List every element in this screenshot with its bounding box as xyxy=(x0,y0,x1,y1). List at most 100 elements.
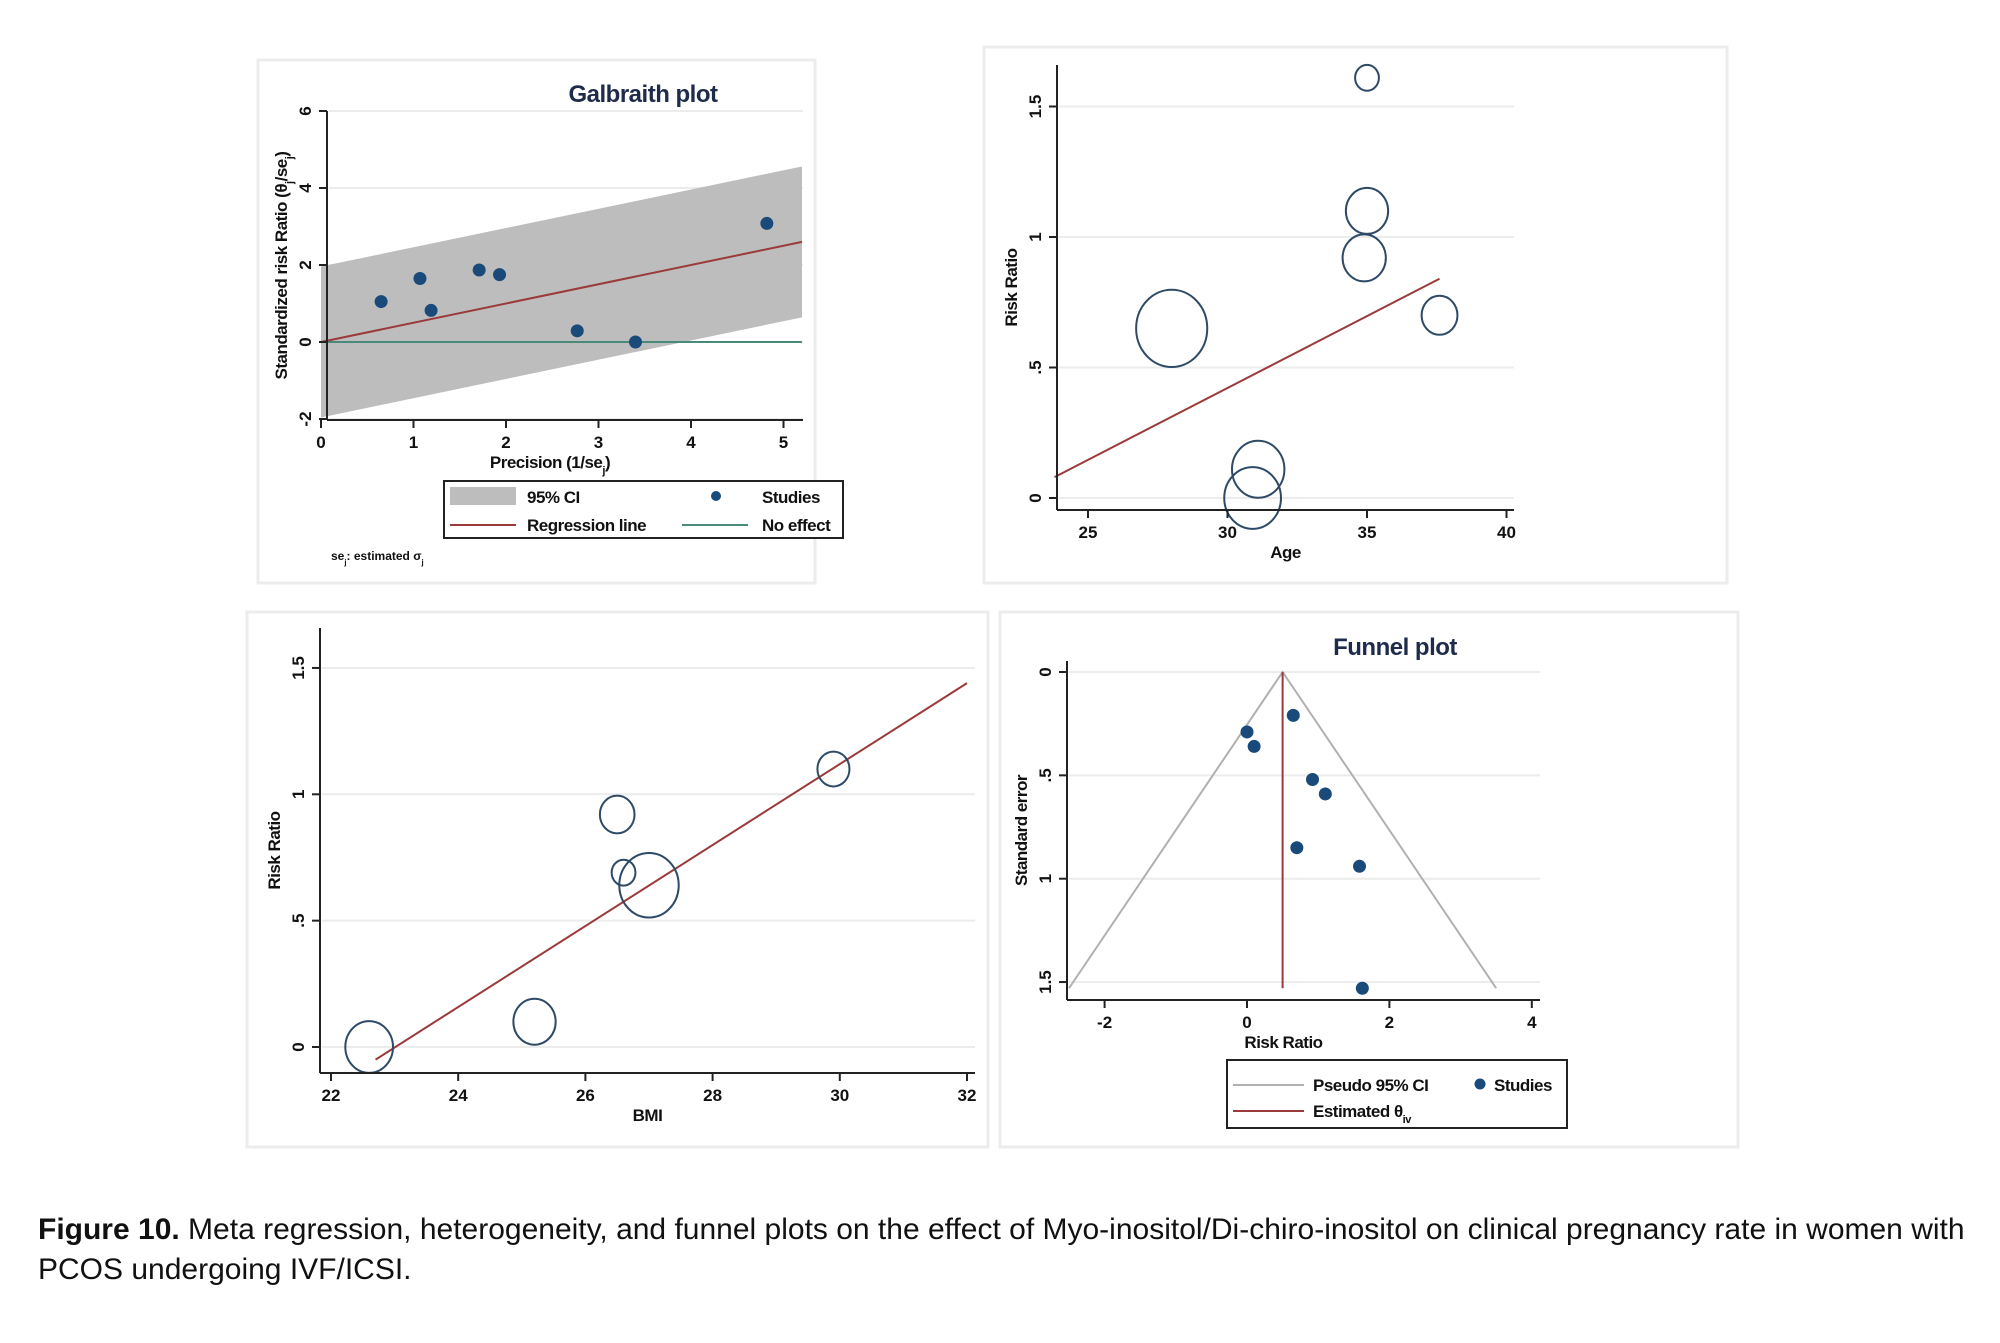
legend-studies-marker xyxy=(711,491,721,501)
legend-label: Pseudo 95% CI xyxy=(1313,1076,1428,1095)
study-bubble xyxy=(816,750,851,788)
legend-label: Studies xyxy=(762,488,820,507)
study-point xyxy=(1352,859,1366,873)
x-tick-label: -2 xyxy=(1097,1013,1112,1032)
legend-label: Studies xyxy=(1494,1076,1552,1095)
x-tick-label: 4 xyxy=(1527,1013,1537,1032)
study-point xyxy=(1306,772,1320,786)
study-point xyxy=(760,216,774,230)
study-bubble xyxy=(610,858,637,887)
x-tick-label: 0 xyxy=(316,433,325,452)
x-tick-label: 0 xyxy=(1242,1013,1251,1032)
x-tick-label: 35 xyxy=(1358,523,1377,542)
x-tick-label: 2 xyxy=(1385,1013,1394,1032)
study-point xyxy=(493,268,507,282)
study-bubble xyxy=(1230,439,1286,499)
chart-title: Funnel plot xyxy=(1333,634,1457,661)
study-point xyxy=(1355,981,1369,995)
x-tick-label: 24 xyxy=(449,1086,468,1105)
y-tick-label: 1.5 xyxy=(1036,970,1055,994)
y-tick-label: 0 xyxy=(1036,667,1055,676)
study-bubble xyxy=(1341,233,1387,283)
study-point xyxy=(570,324,584,338)
caption-label: Figure 10. xyxy=(38,1213,180,1246)
y-tick-label: 1 xyxy=(1036,874,1055,883)
y-tick-label: -2 xyxy=(296,411,315,426)
x-tick-label: 30 xyxy=(1218,523,1237,542)
x-tick-label: 22 xyxy=(322,1086,341,1105)
legend-label: No effect xyxy=(762,516,831,535)
y-tick-label: .5 xyxy=(1036,768,1055,782)
legend-label: Estimated θiv xyxy=(1313,1102,1412,1126)
chart-funnel: 0 .5 1 1.5 -2 0 2 4 Risk Ratio Standard error Funn… xyxy=(998,610,1740,1149)
study-bubble xyxy=(512,997,557,1046)
regression-line xyxy=(320,240,803,343)
x-tick-label: 28 xyxy=(703,1086,722,1105)
x-tick-label: 2 xyxy=(501,433,510,452)
legend-ci-swatch xyxy=(450,487,516,505)
legend: 95% CI Studies Regression line No effect xyxy=(443,480,844,539)
x-tick-label: 30 xyxy=(830,1086,849,1105)
y-axis-label: Risk Ratio xyxy=(1002,248,1021,326)
x-tick-label: 25 xyxy=(1079,523,1098,542)
y-tick-label: .5 xyxy=(289,914,308,928)
y-axis-label: Risk Ratio xyxy=(265,811,284,889)
study-bubble xyxy=(1223,466,1282,530)
y-tick-label: 0 xyxy=(1026,493,1045,502)
study-point xyxy=(1290,841,1304,855)
x-tick-label: 3 xyxy=(594,433,603,452)
legend-label: 95% CI xyxy=(527,488,580,507)
study-point xyxy=(472,263,486,277)
y-tick-label: 0 xyxy=(289,1042,308,1051)
legend-studies-marker xyxy=(1474,1078,1486,1090)
study-point xyxy=(374,295,388,309)
x-axis-label: BMI xyxy=(633,1106,663,1125)
x-tick-label: 1 xyxy=(409,433,418,452)
legend-label: Regression line xyxy=(527,516,646,535)
chart-bmi: 0 .5 1 1.5 22 24 26 28 30 32 BMI Risk Ratio xyxy=(245,610,990,1149)
y-tick-label: 2 xyxy=(296,260,315,269)
panel-frame xyxy=(982,45,1729,585)
study-bubble xyxy=(1135,288,1209,368)
x-tick-label: 32 xyxy=(958,1086,977,1105)
study-point xyxy=(1240,725,1254,739)
panel-frame xyxy=(245,610,990,1149)
y-tick-label: 1 xyxy=(1026,232,1045,241)
x-axis-label: Precision (1/sej) xyxy=(490,453,610,477)
study-bubble xyxy=(1420,294,1459,336)
y-tick-label: 0 xyxy=(296,337,315,346)
y-tick-label: 1.5 xyxy=(289,656,308,680)
y-axis-label: Standardized risk Ratio (θj/sej) xyxy=(272,152,296,380)
x-axis-label: Risk Ratio xyxy=(1244,1033,1322,1052)
y-tick-label: 4 xyxy=(296,183,315,193)
legend: Pseudo 95% CI Studies Estimated θiv xyxy=(1226,1059,1568,1129)
figure-caption: Figure 10. Meta regression, heterogeneit… xyxy=(38,1210,1968,1290)
chart-title: Galbraith plot xyxy=(569,81,719,108)
study-point xyxy=(413,271,427,285)
y-tick-label: .5 xyxy=(1026,360,1045,374)
study-bubble xyxy=(598,794,636,835)
study-point xyxy=(629,335,642,349)
study-point xyxy=(1286,708,1300,722)
x-tick-label: 5 xyxy=(779,433,788,452)
y-tick-label: 1 xyxy=(289,790,308,799)
footnote: sej: estimated σj xyxy=(331,549,424,567)
study-point xyxy=(1318,787,1332,801)
meta-regression-line xyxy=(1054,277,1440,479)
y-tick-label: 1.5 xyxy=(1026,95,1045,119)
y-axis-label: Standard error xyxy=(1012,774,1031,886)
meta-regression-line xyxy=(374,682,968,1061)
chart-age: 0 .5 1 1.5 25 30 35 40 Age Risk Ratio xyxy=(982,45,1729,585)
study-point xyxy=(1247,739,1261,753)
x-tick-label: 40 xyxy=(1497,523,1516,542)
x-axis-label: Age xyxy=(1270,543,1301,562)
study-bubble xyxy=(618,851,680,919)
study-bubble xyxy=(1354,63,1380,92)
legend-frame xyxy=(1226,1059,1568,1129)
x-tick-label: 4 xyxy=(686,433,696,452)
caption-text: Meta regression, heterogeneity, and funn… xyxy=(38,1213,1965,1286)
x-tick-label: 26 xyxy=(576,1086,595,1105)
y-tick-label: 6 xyxy=(296,106,315,115)
study-point xyxy=(424,303,438,317)
